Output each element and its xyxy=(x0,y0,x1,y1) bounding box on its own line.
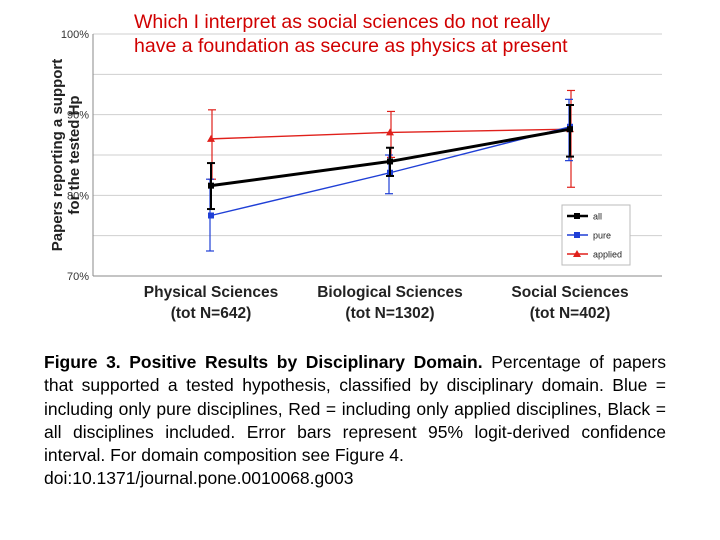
y-tick-label: 90% xyxy=(67,110,89,122)
x-tick-label: Biological Sciences xyxy=(317,284,463,301)
overlay-line-1: Which I interpret as social sciences do … xyxy=(134,11,551,33)
x-tick-label: Social Sciences xyxy=(511,284,628,301)
legend-label-applied: applied xyxy=(593,250,622,260)
legend-marker-all xyxy=(574,213,580,219)
y-tick-label: 70% xyxy=(67,271,89,283)
y-tick-label: 80% xyxy=(67,190,89,202)
overlay-annotation: Which I interpret as social sciences do … xyxy=(134,10,718,58)
figure-caption: Figure 3. Positive Results by Disciplina… xyxy=(44,351,666,491)
caption-body: Percentage of papers that supported a te… xyxy=(44,352,666,466)
y-tick-label: 100% xyxy=(61,29,89,41)
y-axis-label: Papers reporting a supportfor the tested… xyxy=(49,59,83,252)
data-point-applied xyxy=(207,134,215,142)
chart: 70% 80% 90% 100% Papers reporting a supportf… xyxy=(49,29,662,322)
legend-label-all: all xyxy=(593,212,602,222)
caption-title: Figure 3. Positive Results by Disciplina… xyxy=(44,352,483,372)
overlay-line-2: have a foundation as secure as physics a… xyxy=(134,35,568,57)
data-point-pure xyxy=(208,212,214,219)
data-point-all xyxy=(567,126,573,133)
data-point-applied xyxy=(386,128,394,136)
legend-label-pure: pure xyxy=(593,231,611,241)
x-tick-label: (tot N=642) xyxy=(171,305,252,322)
x-tick-label: (tot N=402) xyxy=(530,305,611,322)
caption-doi: doi:10.1371/journal.pone.0010068.g003 xyxy=(44,468,354,489)
legend-marker-applied xyxy=(573,250,581,257)
x-tick-label: Physical Sciences xyxy=(144,284,278,301)
data-point-all xyxy=(208,182,214,189)
legend-marker-pure xyxy=(574,232,580,238)
data-point-all xyxy=(387,158,393,165)
x-tick-label: (tot N=1302) xyxy=(345,305,434,322)
